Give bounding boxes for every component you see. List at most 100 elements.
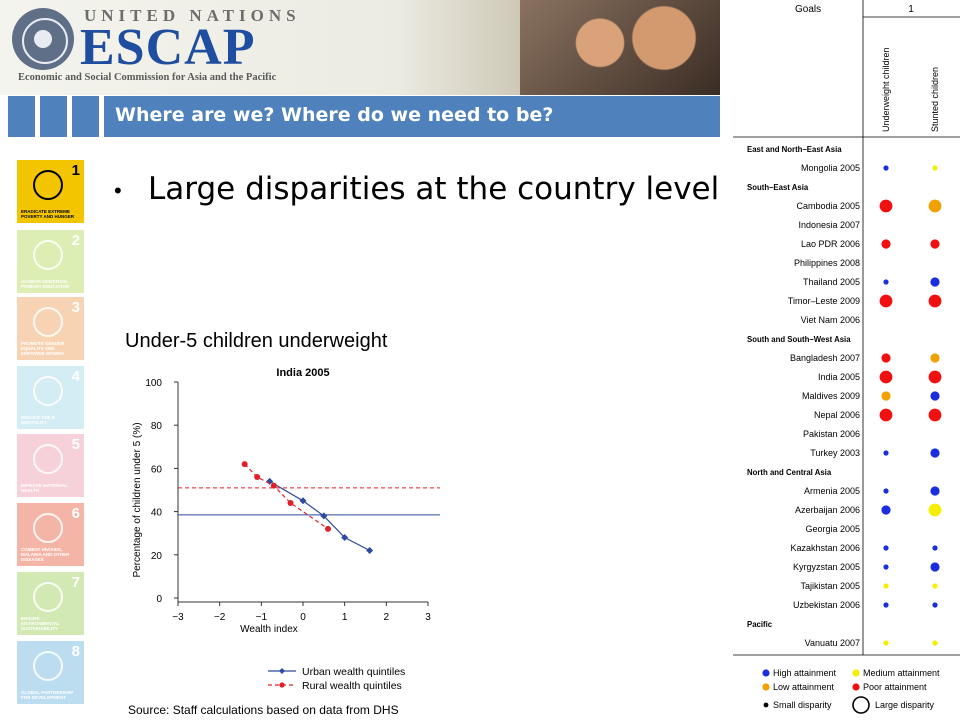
country-label: Georgia 2005 <box>805 524 860 534</box>
legend-small-dot <box>763 702 769 708</box>
mdg-goal-7-icon: 7 ENSURE ENVIRONMENTAL SUSTAINABILITY <box>17 572 84 635</box>
country-label: Maldives 2009 <box>802 391 860 401</box>
country-label: Tajikistan 2005 <box>800 581 860 591</box>
column-header: Stunted children <box>930 67 940 132</box>
group-header: East and North–East Asia <box>747 145 842 154</box>
legend-label: Small disparity <box>773 700 832 710</box>
country-label: Azerbaijan 2006 <box>795 505 860 515</box>
attainment-dot <box>881 353 891 363</box>
mdg-goal-number: 2 <box>71 232 80 249</box>
attainment-dot <box>879 408 893 422</box>
country-label: Vanuatu 2007 <box>805 638 860 648</box>
country-label: Cambodia 2005 <box>796 201 860 211</box>
legend-label: High attainment <box>773 668 837 678</box>
attainment-dot <box>930 353 940 363</box>
data-point <box>341 534 349 542</box>
attainment-dot <box>883 564 889 570</box>
goal-number: 1 <box>908 4 914 15</box>
country-label: Turkey 2003 <box>810 448 860 458</box>
mdg-goal-number: 7 <box>71 574 80 591</box>
mdg-goal-number: 3 <box>71 299 80 316</box>
country-label: Timor–Leste 2009 <box>788 296 860 306</box>
mdg-goal-6-icon: 6 COMBAT HIV/AIDS, MALARIA AND OTHER DISE… <box>17 503 84 566</box>
attainment-dot <box>930 562 940 572</box>
data-point <box>241 461 248 468</box>
attainment-dot <box>928 503 942 517</box>
source-note: Source: Staff calculations based on data… <box>128 703 399 717</box>
group-header: South–East Asia <box>747 183 809 192</box>
attainment-dot <box>928 294 942 308</box>
legend-label: Large disparity <box>875 700 935 710</box>
mdg-goal-1-icon: 1 ERADICATE EXTREME POVERTY AND HUNGER <box>17 160 84 223</box>
mdg-goal-glyph-icon <box>33 307 63 337</box>
data-point <box>254 474 261 481</box>
legend-label: Medium attainment <box>863 668 940 678</box>
attainment-dot <box>883 450 889 456</box>
attainment-dot <box>883 279 889 285</box>
attainment-dot <box>883 640 889 646</box>
country-label: Mongolia 2005 <box>801 163 860 173</box>
mdg-goal-caption: ENSURE ENVIRONMENTAL SUSTAINABILITY <box>21 616 60 631</box>
legend-marker <box>279 668 285 674</box>
y-tick-label: 100 <box>145 378 162 389</box>
attainment-dot <box>928 370 942 384</box>
legend-label: Rural wealth quintiles <box>302 680 402 692</box>
mdg-goal-8-icon: 8 GLOBAL PARTNERSHIP FOR DEVELOPMENT <box>17 641 84 704</box>
mdg-goal-glyph-icon <box>33 513 63 543</box>
bullet-icon: • <box>114 178 122 203</box>
mdg-goal-3-icon: 3 PROMOTE GENDER EQUALITY AND EMPOWER WOM… <box>17 297 84 360</box>
y-tick-label: 0 <box>156 594 162 605</box>
x-tick-label: −1 <box>256 612 268 623</box>
chart-title: India 2005 <box>276 367 329 379</box>
mdg-goal-2-icon: 2 ACHIEVE UNIVERSAL PRIMARY EDUCATION <box>17 230 84 293</box>
mdg-goal-glyph-icon <box>33 582 63 612</box>
data-point <box>270 482 277 489</box>
children-photo <box>520 0 720 95</box>
country-label: Thailand 2005 <box>803 277 860 287</box>
group-header: Pacific <box>747 620 773 629</box>
group-header: South and South–West Asia <box>747 335 851 344</box>
org-subtitle: Economic and Social Commission for Asia … <box>18 72 277 83</box>
country-label: Pakistan 2006 <box>803 429 860 439</box>
legend-label: Poor attainment <box>863 682 927 692</box>
data-point <box>299 497 307 505</box>
india-line-chart: India 2005 0 20 40 60 80 100 −3 −2 −1 0 1 2 3 Wealth i… <box>132 367 440 692</box>
attainment-dot <box>879 370 893 384</box>
legend-color-dot <box>852 669 860 677</box>
mdg-goal-number: 4 <box>71 368 80 385</box>
y-tick-label: 60 <box>151 464 163 475</box>
attainment-dot <box>932 640 938 646</box>
mdg-goal-caption: ACHIEVE UNIVERSAL PRIMARY EDUCATION <box>21 279 70 289</box>
country-label: Indonesia 2007 <box>798 220 860 230</box>
legend-large-circle <box>852 696 870 714</box>
mdg-goal-caption: GLOBAL PARTNERSHIP FOR DEVELOPMENT <box>21 690 74 700</box>
disparity-matrix: Goals 1 Underweight children Stunted childr… <box>733 0 960 714</box>
attainment-dot <box>930 486 940 496</box>
attainment-dot <box>879 199 893 213</box>
mdg-goal-caption: ERADICATE EXTREME POVERTY AND HUNGER <box>21 209 75 219</box>
attainment-dot <box>932 583 938 589</box>
goals-label: Goals <box>795 4 821 15</box>
mdg-goal-4-icon: 4 REDUCE CHILD MORTALITY <box>17 366 84 429</box>
mdg-goal-glyph-icon <box>33 240 63 270</box>
mdg-goal-caption: REDUCE CHILD MORTALITY <box>21 415 56 425</box>
data-point <box>287 499 294 506</box>
data-point <box>320 512 328 520</box>
attainment-dot <box>928 408 942 422</box>
y-tick-label: 20 <box>151 551 163 562</box>
country-label: Bangladesh 2007 <box>790 353 860 363</box>
mdg-goal-glyph-icon <box>33 651 63 681</box>
attainment-dot <box>883 488 889 494</box>
mdg-goal-caption: COMBAT HIV/AIDS, MALARIA AND OTHER DISEA… <box>21 547 70 562</box>
org-top-text: UNITED NATIONS <box>84 6 301 25</box>
attainment-dot <box>883 165 889 171</box>
attainment-dot <box>930 277 940 287</box>
attainment-dot <box>930 239 940 249</box>
data-point <box>325 525 331 532</box>
attainment-dot <box>930 448 940 458</box>
group-header: North and Central Asia <box>747 468 832 477</box>
mdg-goal-caption: IMPROVE MATERNAL HEALTH <box>21 483 68 493</box>
x-tick-label: 2 <box>384 612 390 623</box>
chart-heading: Under-5 children underweight <box>125 330 388 352</box>
x-tick-label: −2 <box>214 612 226 623</box>
